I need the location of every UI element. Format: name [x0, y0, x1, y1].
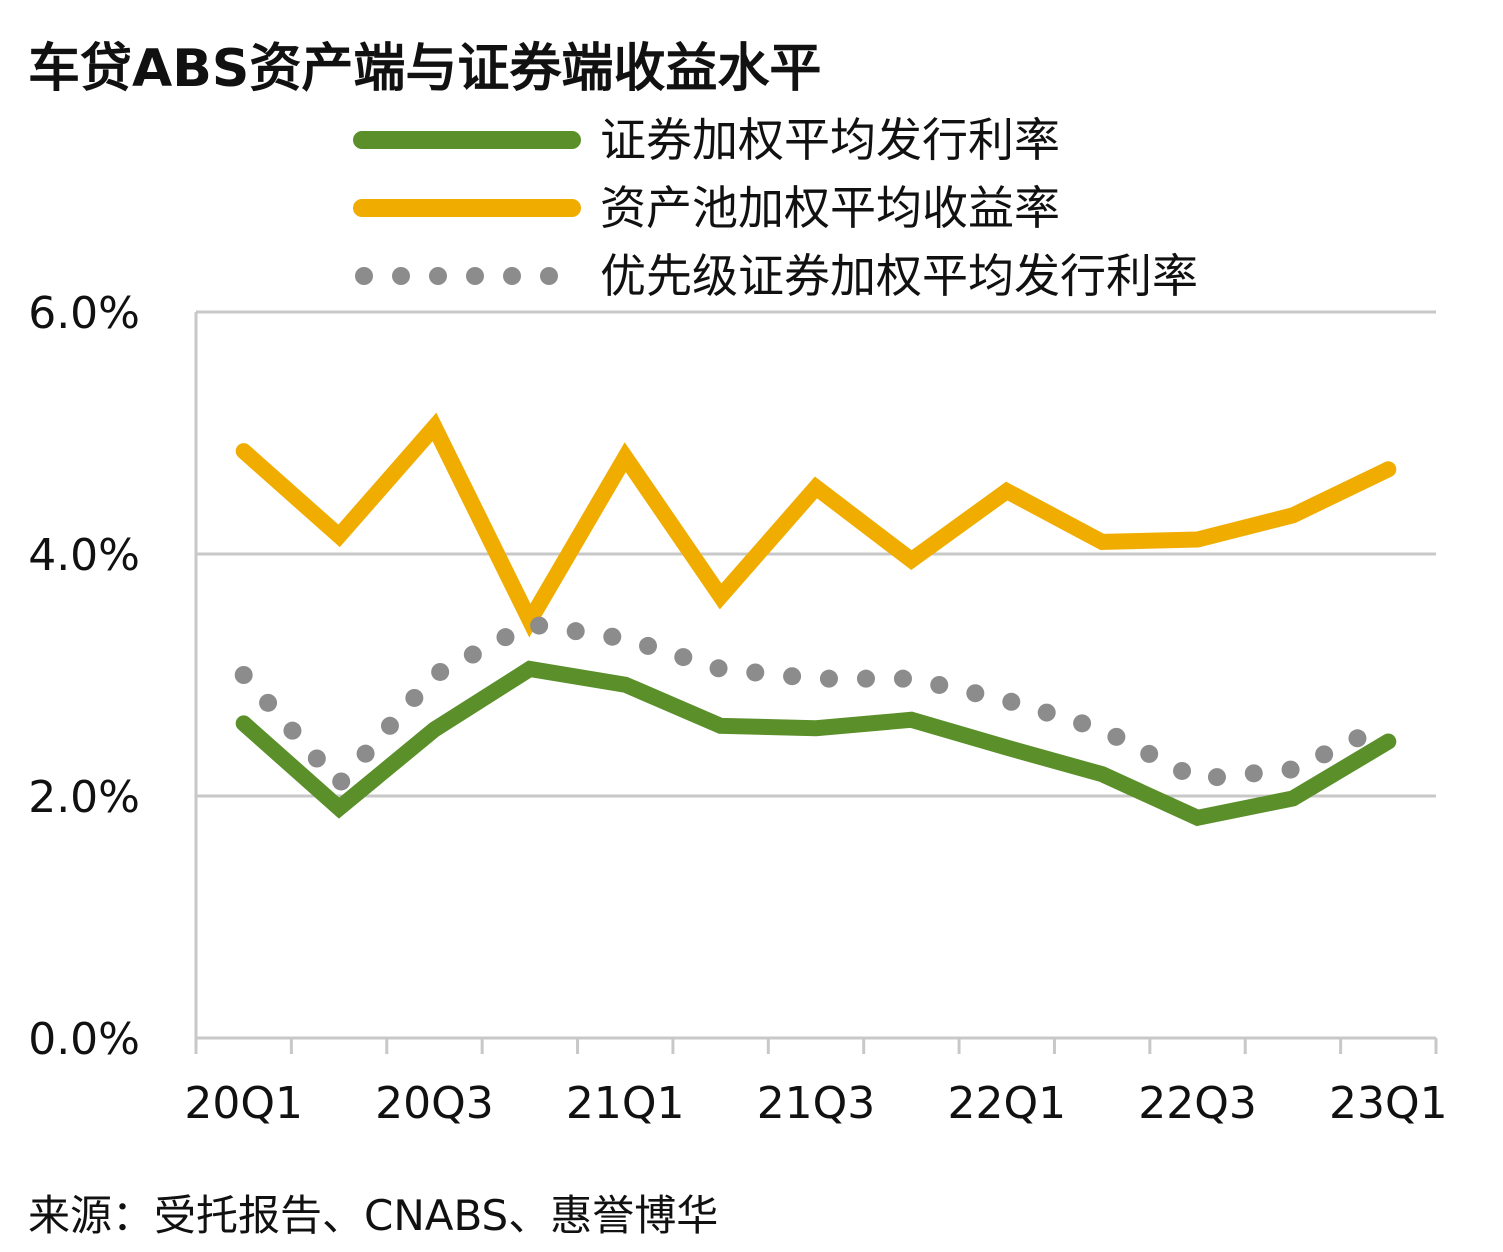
series-dot — [1140, 744, 1159, 763]
legend-dot — [429, 267, 447, 285]
y-tick-label: 6.0% — [28, 288, 140, 339]
series-dot — [746, 663, 765, 682]
series-dot — [674, 648, 693, 667]
x-tick-label: 22Q1 — [947, 1078, 1066, 1129]
series-dot — [496, 628, 515, 647]
legend-dot — [540, 267, 558, 285]
series-dot — [1037, 703, 1056, 722]
series-dot — [1348, 729, 1367, 748]
series-dot — [1002, 692, 1021, 711]
series-dot — [856, 669, 875, 688]
series-dot — [259, 693, 278, 712]
series-dot — [463, 645, 482, 664]
series-dot — [431, 662, 450, 681]
x-tick-label: 20Q1 — [184, 1078, 303, 1129]
series-dot — [332, 772, 351, 791]
grid — [196, 310, 1436, 798]
legend-dot — [503, 267, 521, 285]
series-dot — [966, 684, 985, 703]
series-dot — [283, 721, 302, 740]
series-line-dotted — [234, 616, 1367, 791]
series-dot — [1173, 761, 1192, 780]
series-dot — [930, 675, 949, 694]
series-dot — [234, 666, 253, 684]
series-dot — [307, 749, 326, 768]
series-line-securities-rate — [235, 660, 1397, 827]
legend-dot — [392, 267, 410, 285]
series-dot — [783, 667, 802, 686]
legend-label: 资产池加权平均收益率 — [600, 181, 1060, 235]
series-dot — [1073, 714, 1092, 733]
series-dot — [1281, 760, 1300, 779]
chart-title: 车贷ABS资产端与证券端收益水平 — [28, 39, 821, 99]
axes — [194, 312, 1438, 1054]
series-dot — [1244, 764, 1263, 783]
source-note: 来源：受托报告、CNABS、惠誉博华 — [28, 1191, 718, 1240]
y-tick-label: 0.0% — [28, 1014, 140, 1065]
series-dot — [819, 669, 838, 688]
x-tick-label: 23Q1 — [1329, 1078, 1448, 1129]
series-dot — [1107, 727, 1126, 746]
series-dot — [530, 616, 549, 635]
legend-label: 优先级证券加权平均发行利率 — [600, 249, 1198, 303]
x-tick-label: 21Q1 — [566, 1078, 685, 1129]
series-dot — [1315, 745, 1334, 764]
series-dot — [356, 744, 375, 763]
x-tick-label: 21Q3 — [757, 1078, 876, 1129]
legend-dot — [355, 267, 373, 285]
series-layer — [234, 412, 1397, 827]
series-line-asset-pool-yield — [235, 412, 1397, 638]
y-tick-labels: 0.0% 2.0% 4.0% 6.0% — [28, 288, 140, 1065]
y-tick-label: 4.0% — [28, 530, 140, 581]
series-dot — [639, 636, 658, 655]
x-tick-label: 22Q3 — [1138, 1078, 1257, 1129]
x-tick-labels: 20Q1 20Q3 21Q1 21Q3 22Q1 22Q3 23Q1 — [184, 1078, 1447, 1129]
series-dot — [380, 716, 399, 735]
series-dot — [893, 669, 912, 688]
series-dot — [566, 622, 585, 641]
series-dot — [709, 659, 728, 678]
x-tick-label: 20Q3 — [375, 1078, 494, 1129]
legend-label: 证券加权平均发行利率 — [600, 113, 1060, 167]
y-tick-label: 2.0% — [28, 772, 140, 823]
series-dot — [1207, 768, 1226, 787]
series-dot — [405, 688, 424, 707]
series-dot — [603, 627, 622, 646]
legend-dot — [466, 267, 484, 285]
